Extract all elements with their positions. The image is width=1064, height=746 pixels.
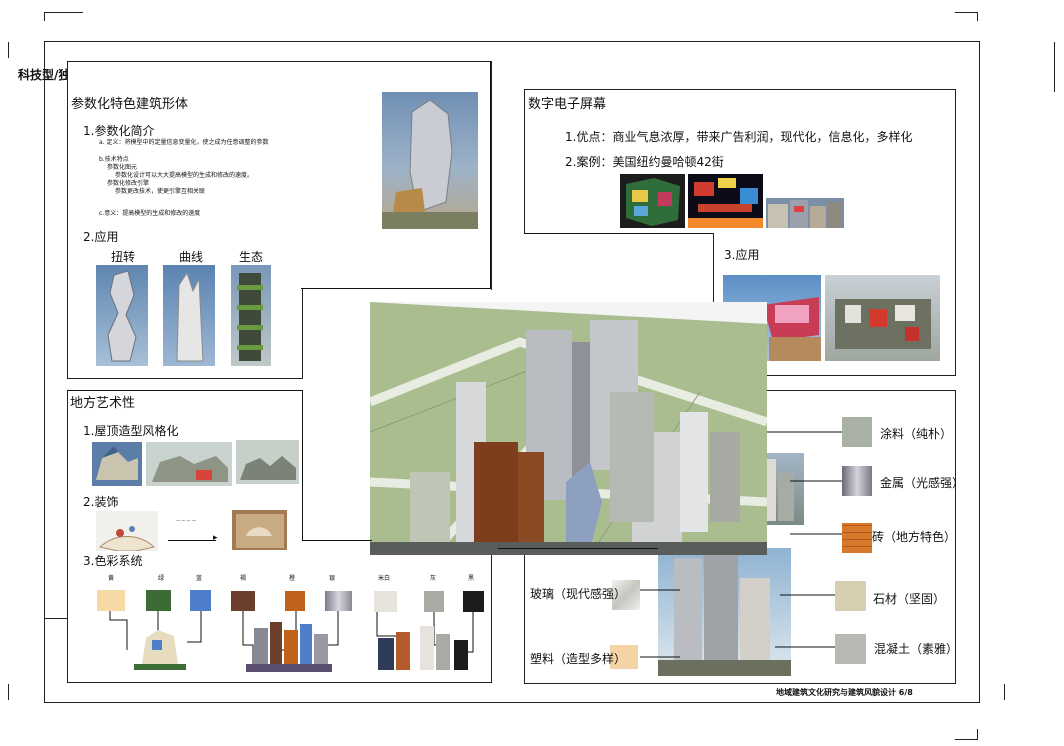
panel-edge	[524, 233, 714, 234]
color-system-heading: 3.色彩系统	[83, 554, 143, 568]
parametric-feature-1: 参数化图元	[107, 164, 138, 171]
registration-mark	[8, 42, 17, 58]
color-swatch-silver	[325, 591, 352, 611]
parametric-feature-3: 参数化修改引擎	[107, 180, 150, 187]
roof-style-heading: 1.屋顶造型风格化	[83, 424, 179, 438]
material-label-stone: 石材（坚固）	[873, 592, 946, 606]
color-example-building-1	[134, 620, 186, 670]
registration-mark	[1046, 42, 1055, 92]
times-square-photo-3	[766, 198, 844, 228]
material-building-photo-2	[658, 548, 791, 676]
central-aerial-rendering	[370, 302, 767, 555]
twisted-tower-photo	[96, 265, 148, 366]
color-swatch-green	[146, 590, 171, 611]
material-label-concrete: 混凝土（素雅）	[874, 642, 959, 656]
parametric-tower-photo	[382, 92, 478, 229]
material-label-brick: 砖（地方特色）	[872, 530, 957, 544]
roof-style-photo-1	[92, 442, 142, 486]
color-swatch-offwhite	[374, 591, 397, 612]
material-swatch-paint	[842, 417, 872, 447]
decoration-arrow	[168, 540, 216, 541]
color-label-orange: 橙	[289, 575, 296, 582]
local-art-title: 地方艺术性	[70, 396, 136, 411]
screen-application-photo-2	[825, 275, 940, 361]
color-label-gray: 灰	[430, 575, 437, 582]
app-label-curve: 曲线	[179, 250, 204, 264]
registration-mark	[44, 618, 68, 620]
material-label-metal: 金属（光感强）	[880, 476, 965, 490]
color-label-yellow: 黄	[108, 575, 115, 582]
times-square-photo-2	[688, 174, 763, 228]
decoration-applied-photo	[232, 510, 287, 550]
material-label-paint: 涂料（纯朴）	[880, 427, 953, 441]
registration-mark	[996, 684, 1005, 700]
material-swatch-concrete	[835, 634, 866, 664]
screen-case: 2.案例：美国纽约曼哈顿42街	[565, 155, 724, 169]
parametric-application-heading: 2.应用	[83, 230, 119, 244]
color-label-offwhite: 米白	[378, 575, 391, 582]
color-swatch-black	[463, 591, 484, 612]
registration-mark	[955, 12, 978, 21]
page-frame	[44, 41, 980, 703]
parametric-significance: c.意义：提高模型的生成和修改的速度	[99, 210, 201, 217]
parametric-intro-heading: 1.参数化简介	[83, 124, 155, 138]
color-label-black: 黑	[468, 575, 475, 582]
eco-tower-photo	[231, 265, 271, 366]
decoration-heading: 2.装饰	[83, 495, 119, 509]
color-label-blue: 蓝	[196, 575, 203, 582]
material-label-plastic: 塑料（造型多样）	[530, 652, 627, 666]
parametric-feature-2: 参数化设计可以大大提高模型的生成和修改的速度。	[115, 172, 254, 179]
color-label-green: 绿	[158, 575, 165, 582]
fan-decoration-photo	[96, 511, 158, 551]
color-swatch-orange	[285, 591, 305, 611]
parametric-title: 参数化特色建筑形体	[71, 97, 189, 112]
color-swatch-gray	[424, 591, 444, 612]
material-swatch-stone	[835, 581, 866, 611]
registration-mark	[8, 684, 17, 700]
times-square-photo-1	[620, 174, 685, 228]
screen-advantages: 1.优点：商业气息浓厚，带来广告利润，现代化，信息化，多样化	[565, 130, 913, 144]
app-label-eco: 生态	[239, 250, 264, 264]
rendering-connector	[498, 548, 658, 549]
color-swatch-yellow	[97, 590, 125, 611]
roof-style-photo-2	[146, 442, 232, 486]
digital-screen-title: 数字电子屏幕	[528, 97, 607, 112]
parametric-features: b.技术特点	[99, 156, 129, 163]
roof-style-photo-3	[236, 440, 299, 484]
material-swatch-metal	[842, 466, 872, 496]
app-label-twist: 扭转	[111, 250, 136, 264]
rendering-connector	[302, 540, 372, 541]
color-example-building-2	[246, 620, 332, 672]
material-label-glass: 玻璃（现代感强）	[530, 587, 627, 601]
panel-edge	[490, 61, 491, 289]
panel-edge	[67, 390, 302, 391]
material-swatch-glass	[612, 580, 640, 610]
color-swatch-brown	[231, 591, 255, 611]
panel-edge	[301, 288, 491, 289]
registration-mark	[44, 12, 83, 21]
screen-application-heading: 3.应用	[724, 248, 760, 262]
parametric-definition: a. 定义：将模型中的定量信息变量化，使之成为任意调整的参数	[99, 139, 269, 146]
parametric-feature-4: 参数更改技术，使更引擎互相关联	[115, 188, 206, 195]
color-swatch-blue	[190, 590, 211, 611]
material-swatch-brick	[842, 523, 872, 553]
panel-edge	[302, 390, 303, 540]
color-label-silver: 银	[329, 575, 336, 582]
registration-mark	[955, 729, 978, 740]
material-swatch-plastic	[610, 645, 638, 669]
footer-caption: 地域建筑文化研究与建筑风貌设计 6/8	[776, 688, 913, 697]
decoration-caption: — — — —	[176, 518, 196, 523]
color-label-brown: 褐	[240, 575, 247, 582]
decoration-arrow-head: ▸	[213, 533, 218, 543]
curved-tower-photo	[163, 265, 215, 366]
color-example-building-3	[374, 622, 472, 674]
